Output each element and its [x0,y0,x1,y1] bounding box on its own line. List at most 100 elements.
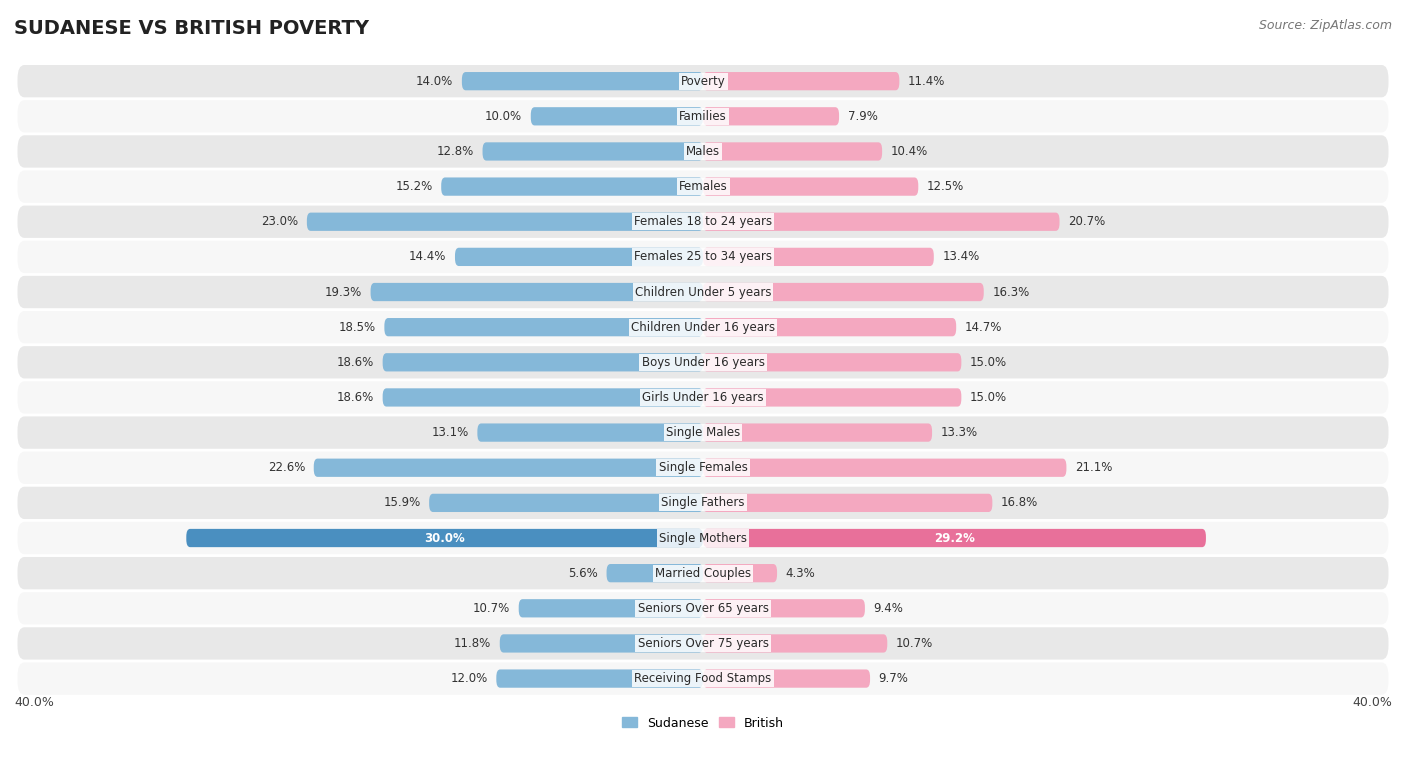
FancyBboxPatch shape [17,346,1389,378]
Text: Single Males: Single Males [666,426,740,439]
Text: Single Mothers: Single Mothers [659,531,747,544]
Text: 4.3%: 4.3% [786,567,815,580]
Text: 10.4%: 10.4% [891,145,928,158]
Text: 11.8%: 11.8% [454,637,491,650]
FancyBboxPatch shape [703,669,870,688]
FancyBboxPatch shape [703,143,882,161]
FancyBboxPatch shape [17,662,1389,695]
FancyBboxPatch shape [703,248,934,266]
Text: Females 18 to 24 years: Females 18 to 24 years [634,215,772,228]
Text: 10.0%: 10.0% [485,110,522,123]
Text: Source: ZipAtlas.com: Source: ZipAtlas.com [1258,19,1392,32]
Text: Poverty: Poverty [681,75,725,88]
FancyBboxPatch shape [703,353,962,371]
Text: 29.2%: 29.2% [934,531,974,544]
Text: 5.6%: 5.6% [568,567,598,580]
Text: 40.0%: 40.0% [14,696,53,709]
Text: 13.1%: 13.1% [432,426,468,439]
FancyBboxPatch shape [17,171,1389,202]
FancyBboxPatch shape [17,205,1389,238]
Text: Single Fathers: Single Fathers [661,496,745,509]
FancyBboxPatch shape [519,599,703,618]
FancyBboxPatch shape [186,529,703,547]
FancyBboxPatch shape [17,65,1389,97]
FancyBboxPatch shape [456,248,703,266]
FancyBboxPatch shape [531,107,703,126]
FancyBboxPatch shape [703,459,1066,477]
FancyBboxPatch shape [703,283,984,301]
Text: 22.6%: 22.6% [267,461,305,475]
FancyBboxPatch shape [384,318,703,337]
FancyBboxPatch shape [429,493,703,512]
Text: 30.0%: 30.0% [425,531,465,544]
Text: 12.5%: 12.5% [927,180,965,193]
FancyBboxPatch shape [703,634,887,653]
Text: 23.0%: 23.0% [262,215,298,228]
Text: Children Under 5 years: Children Under 5 years [634,286,772,299]
FancyBboxPatch shape [17,416,1389,449]
FancyBboxPatch shape [17,628,1389,659]
Legend: Sudanese, British: Sudanese, British [617,712,789,735]
Text: Females: Females [679,180,727,193]
Text: 15.0%: 15.0% [970,356,1007,369]
FancyBboxPatch shape [371,283,703,301]
FancyBboxPatch shape [703,493,993,512]
FancyBboxPatch shape [703,107,839,126]
FancyBboxPatch shape [496,669,703,688]
Text: 15.0%: 15.0% [970,391,1007,404]
Text: 11.4%: 11.4% [908,75,945,88]
Text: 16.3%: 16.3% [993,286,1029,299]
FancyBboxPatch shape [17,276,1389,309]
FancyBboxPatch shape [17,135,1389,168]
Text: 15.2%: 15.2% [395,180,433,193]
Text: Children Under 16 years: Children Under 16 years [631,321,775,334]
FancyBboxPatch shape [703,388,962,406]
Text: 7.9%: 7.9% [848,110,877,123]
Text: Receiving Food Stamps: Receiving Food Stamps [634,672,772,685]
Text: 12.8%: 12.8% [437,145,474,158]
Text: Families: Families [679,110,727,123]
Text: 12.0%: 12.0% [450,672,488,685]
FancyBboxPatch shape [17,557,1389,589]
Text: 10.7%: 10.7% [472,602,510,615]
Text: 9.4%: 9.4% [873,602,904,615]
Text: 9.7%: 9.7% [879,672,908,685]
Text: SUDANESE VS BRITISH POVERTY: SUDANESE VS BRITISH POVERTY [14,19,368,38]
FancyBboxPatch shape [17,241,1389,273]
Text: Girls Under 16 years: Girls Under 16 years [643,391,763,404]
FancyBboxPatch shape [17,100,1389,133]
Text: 10.7%: 10.7% [896,637,934,650]
FancyBboxPatch shape [703,424,932,442]
Text: 20.7%: 20.7% [1069,215,1105,228]
Text: Males: Males [686,145,720,158]
Text: Married Couples: Married Couples [655,567,751,580]
Text: Single Females: Single Females [658,461,748,475]
Text: 16.8%: 16.8% [1001,496,1038,509]
FancyBboxPatch shape [17,522,1389,554]
FancyBboxPatch shape [703,177,918,196]
Text: 18.5%: 18.5% [339,321,375,334]
FancyBboxPatch shape [703,599,865,618]
Text: 13.3%: 13.3% [941,426,977,439]
FancyBboxPatch shape [382,388,703,406]
Text: 18.6%: 18.6% [337,356,374,369]
FancyBboxPatch shape [441,177,703,196]
FancyBboxPatch shape [703,564,778,582]
FancyBboxPatch shape [17,381,1389,414]
FancyBboxPatch shape [703,212,1060,231]
Text: 15.9%: 15.9% [384,496,420,509]
FancyBboxPatch shape [314,459,703,477]
Text: 14.7%: 14.7% [965,321,1002,334]
FancyBboxPatch shape [17,487,1389,519]
Text: Seniors Over 65 years: Seniors Over 65 years [637,602,769,615]
FancyBboxPatch shape [17,452,1389,484]
Text: Females 25 to 34 years: Females 25 to 34 years [634,250,772,263]
Text: 40.0%: 40.0% [1353,696,1392,709]
Text: 19.3%: 19.3% [325,286,361,299]
FancyBboxPatch shape [703,318,956,337]
Text: 13.4%: 13.4% [942,250,980,263]
FancyBboxPatch shape [606,564,703,582]
FancyBboxPatch shape [17,311,1389,343]
Text: 14.0%: 14.0% [416,75,453,88]
FancyBboxPatch shape [478,424,703,442]
